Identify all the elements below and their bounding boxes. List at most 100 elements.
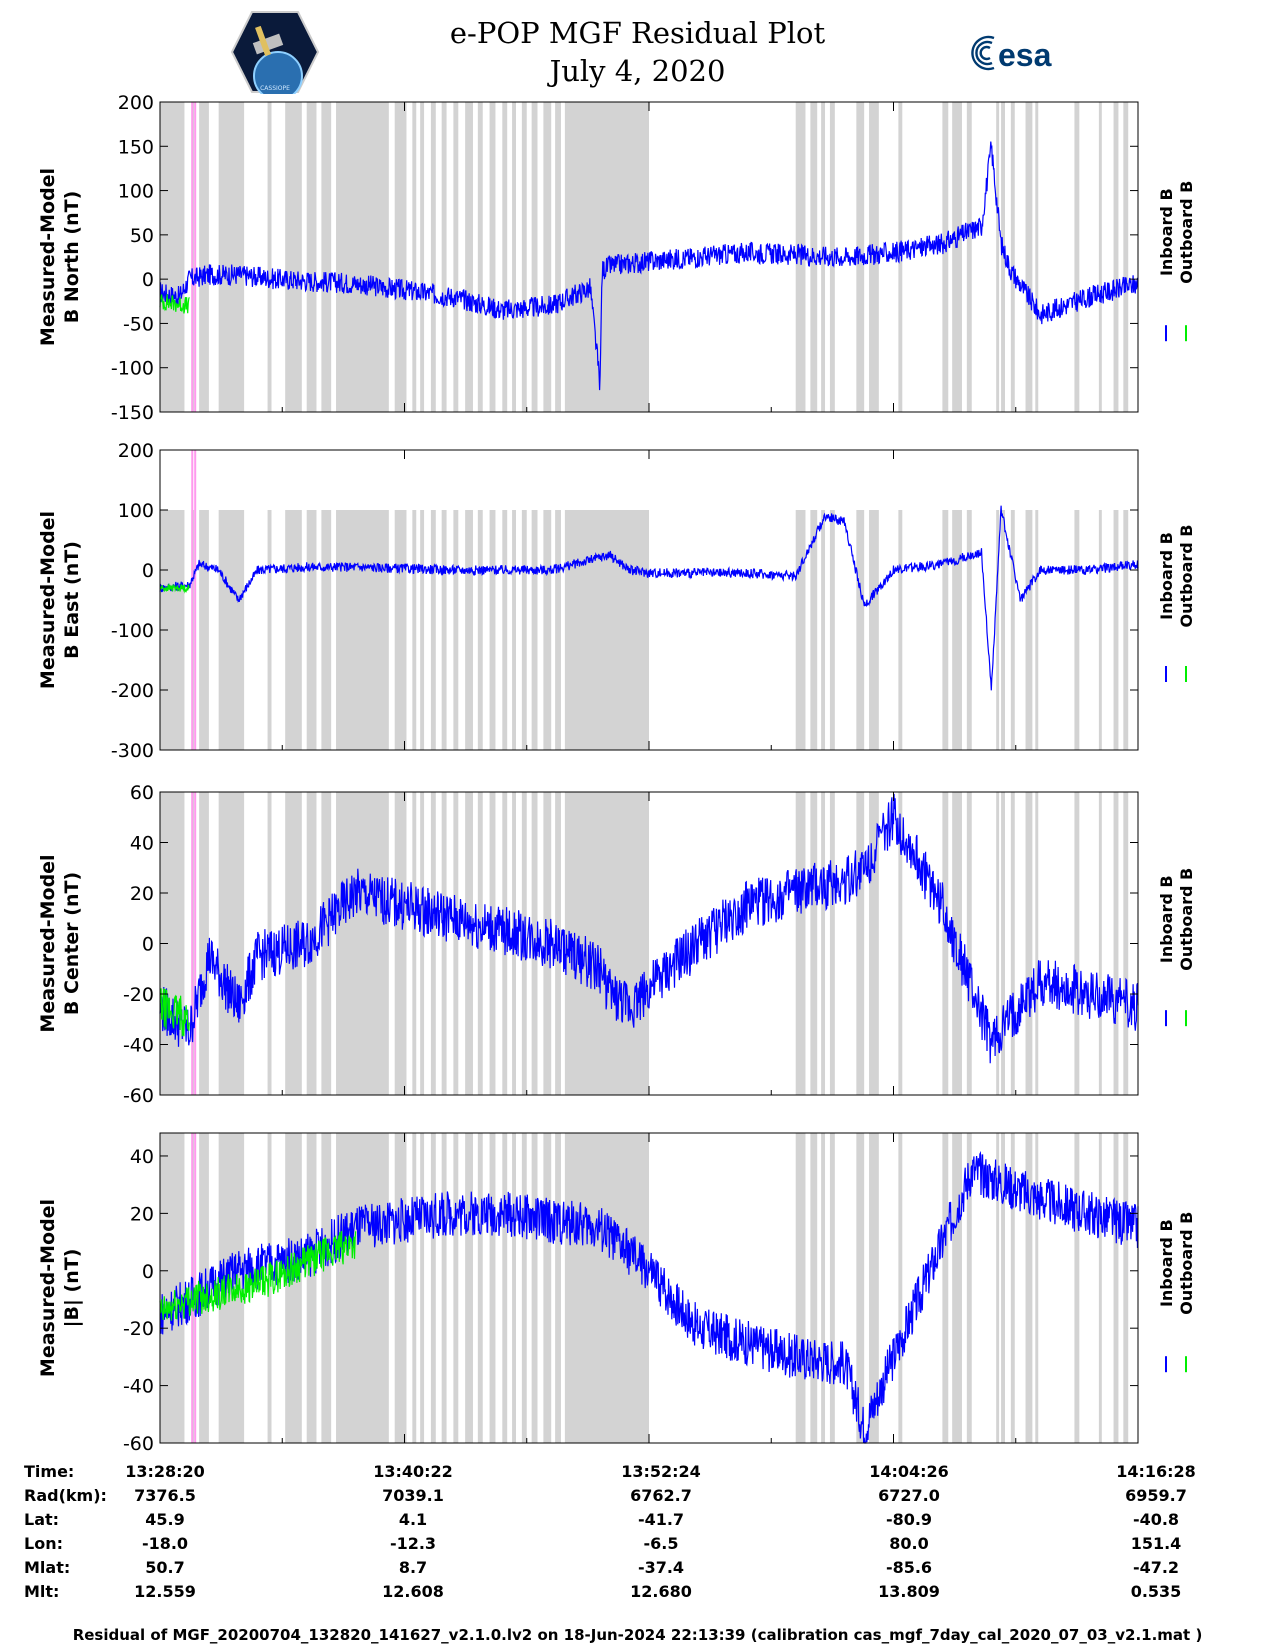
shade-band bbox=[531, 102, 538, 412]
shade-band bbox=[898, 1133, 903, 1443]
shade-band bbox=[952, 1133, 962, 1443]
shade-band bbox=[1035, 510, 1039, 750]
shade-band bbox=[489, 1133, 496, 1443]
shade-band bbox=[477, 792, 483, 1095]
panel-1: 200 100 0 -100 -200 -300 Measured-Model B East … bbox=[37, 440, 1196, 762]
info-label: Lat: bbox=[24, 1510, 60, 1529]
y-tick-label: -40 bbox=[123, 1376, 154, 1398]
shade-band bbox=[453, 1133, 459, 1443]
shade-band bbox=[465, 102, 473, 412]
shade-band bbox=[942, 510, 949, 750]
y-tick-label: 0 bbox=[142, 1261, 154, 1283]
shade-band bbox=[394, 510, 407, 750]
shade-band bbox=[267, 510, 272, 750]
shade-band bbox=[336, 1133, 389, 1443]
shade-band bbox=[453, 792, 459, 1095]
shade-band bbox=[1123, 510, 1129, 750]
shade-band bbox=[996, 792, 1000, 1095]
shade-band bbox=[543, 102, 552, 412]
shade-band bbox=[430, 510, 436, 750]
shade-band bbox=[942, 102, 949, 412]
y-tick-label: -150 bbox=[111, 402, 154, 424]
y-axis-label-line2: B Center (nT) bbox=[61, 872, 83, 1015]
cassiope-logo: CASSIOPE bbox=[230, 11, 320, 94]
shade-band bbox=[441, 510, 447, 750]
shade-band bbox=[477, 1133, 483, 1443]
info-value: -85.6 bbox=[885, 1558, 933, 1577]
shade-band bbox=[218, 510, 245, 750]
y-tick-label: 0 bbox=[142, 934, 154, 956]
shade-band bbox=[420, 510, 425, 750]
shade-band bbox=[795, 510, 806, 750]
info-value: -40.8 bbox=[1132, 1510, 1180, 1529]
shade-band bbox=[199, 510, 209, 750]
shade-band bbox=[1001, 792, 1005, 1095]
info-value: -12.3 bbox=[389, 1534, 437, 1553]
info-value: 14:16:28 bbox=[1116, 1462, 1196, 1481]
info-value: 50.7 bbox=[145, 1558, 185, 1577]
info-value: 6959.7 bbox=[1125, 1486, 1187, 1505]
shade-band bbox=[1113, 102, 1119, 412]
y-tick-label: 40 bbox=[130, 833, 154, 855]
y-axis-label-line1: Measured-Model bbox=[37, 511, 59, 689]
esa-logo-text: esa bbox=[998, 37, 1052, 73]
shade-band bbox=[821, 510, 826, 750]
shade-band bbox=[1001, 510, 1005, 750]
shade-band bbox=[795, 1133, 806, 1443]
shade-band bbox=[1001, 1133, 1005, 1443]
shade-band bbox=[267, 1133, 272, 1443]
info-label: Rad(km): bbox=[24, 1486, 107, 1505]
y-axis-label-line1: Measured-Model bbox=[37, 168, 59, 346]
shade-band bbox=[821, 102, 826, 412]
shade-band bbox=[489, 102, 496, 412]
shade-band bbox=[795, 792, 806, 1095]
y-tick-label: -100 bbox=[111, 358, 154, 380]
shade-band bbox=[821, 792, 826, 1095]
info-value: 4.1 bbox=[398, 1510, 428, 1529]
shade-band bbox=[1010, 792, 1015, 1095]
shade-band bbox=[267, 102, 272, 412]
info-value: 13:40:22 bbox=[373, 1462, 453, 1481]
shade-band bbox=[821, 1133, 826, 1443]
info-value: -80.9 bbox=[885, 1510, 933, 1529]
shade-band bbox=[1010, 510, 1015, 750]
shade-band bbox=[465, 510, 473, 750]
info-value: 13:52:24 bbox=[621, 1462, 701, 1481]
info-value: 151.4 bbox=[1130, 1534, 1182, 1553]
y-tick-label: 200 bbox=[118, 92, 154, 114]
info-value: 6762.7 bbox=[630, 1486, 692, 1505]
y-tick-label: 150 bbox=[118, 136, 154, 158]
shade-band bbox=[394, 792, 407, 1095]
shade-band bbox=[555, 510, 561, 750]
info-value: 80.0 bbox=[889, 1534, 929, 1553]
series-outboard bbox=[159, 294, 190, 314]
shade-band bbox=[555, 1133, 561, 1443]
shade-band bbox=[160, 1133, 185, 1443]
shade-band bbox=[810, 1133, 818, 1443]
y-axis-label-line1: Measured-Model bbox=[37, 1199, 59, 1377]
shade-band bbox=[430, 792, 436, 1095]
shade-band bbox=[430, 1133, 436, 1443]
shade-band bbox=[564, 1133, 649, 1443]
info-label: Mlt: bbox=[24, 1582, 60, 1601]
shade-band bbox=[996, 1133, 1000, 1443]
shade-band bbox=[1025, 102, 1033, 412]
y-tick-label: 0 bbox=[142, 560, 154, 582]
legend-outboard-label: Outboard B bbox=[1177, 525, 1196, 628]
info-value: 13:28:20 bbox=[125, 1462, 205, 1481]
shade-band bbox=[1010, 102, 1015, 412]
y-tick-label: -300 bbox=[111, 740, 154, 762]
shade-band bbox=[531, 510, 538, 750]
shade-band bbox=[502, 510, 508, 750]
y-axis-label-line2: B East (nT) bbox=[61, 541, 83, 659]
shade-band bbox=[430, 102, 436, 412]
info-row-time: Time: 13:28:20 13:40:22 13:52:24 14:04:2… bbox=[0, 1462, 1275, 1486]
y-tick-label: 100 bbox=[118, 181, 154, 203]
shade-band bbox=[1098, 102, 1102, 412]
info-value: 8.7 bbox=[398, 1558, 428, 1577]
info-row-mlat: Mlat: 50.7 8.7 -37.4 -85.6 -47.2 bbox=[0, 1558, 1275, 1582]
info-value: 7039.1 bbox=[382, 1486, 444, 1505]
y-axis-label: Measured-Model B North (nT) bbox=[37, 168, 83, 346]
title-line-2: July 4, 2020 bbox=[549, 54, 726, 88]
